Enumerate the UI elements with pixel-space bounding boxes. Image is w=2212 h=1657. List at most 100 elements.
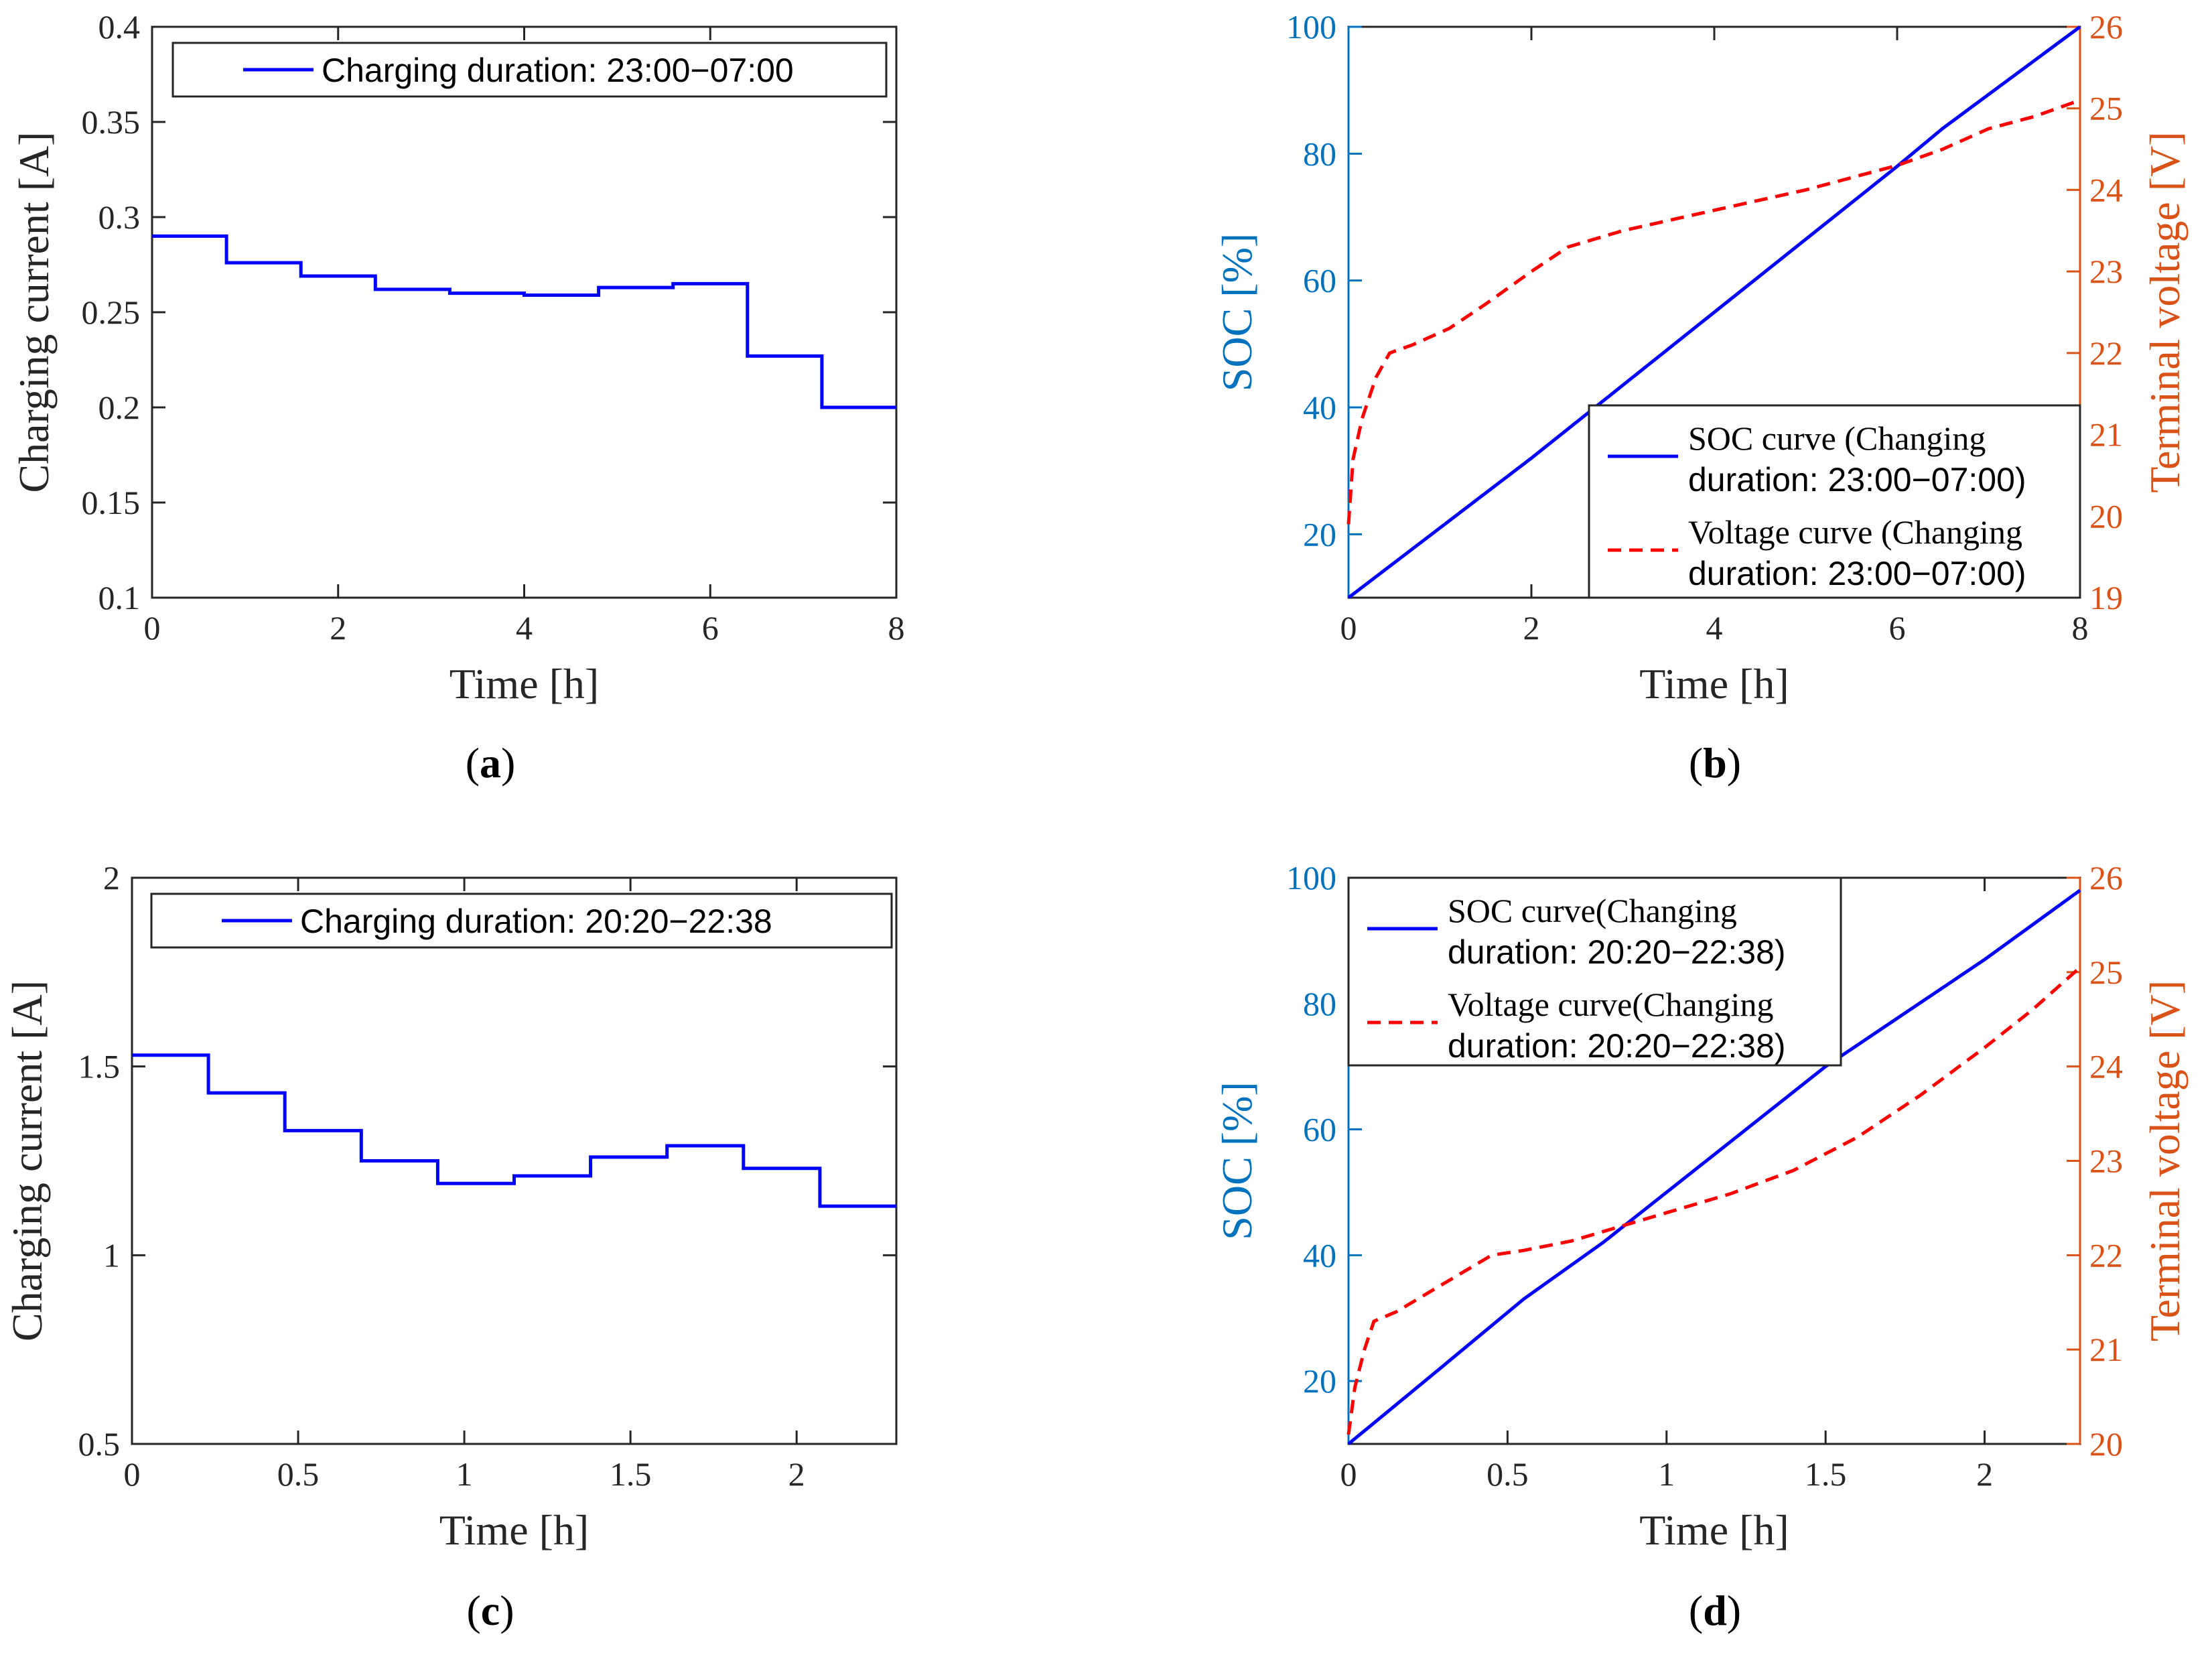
plot-d-y-left-tick-label: 60 (1303, 1111, 1336, 1148)
plot-a-y-axis-label: Charging current [A] (10, 131, 58, 492)
caption-close-paren: ) (501, 739, 515, 787)
plot-a-caption: (a) (466, 739, 516, 787)
caption-letter: a (480, 739, 501, 787)
caption-letter: c (481, 1587, 500, 1634)
plot-c-x-tick-label: 0 (124, 1455, 141, 1493)
plot-b-legend-box (1588, 404, 2081, 599)
plot-b-x-tick-label: 0 (1340, 609, 1357, 647)
caption-close-paren: ) (500, 1587, 514, 1634)
plot-a-y-tick-label: 0.15 (82, 484, 141, 521)
plot-c-y-tick-label: 1 (103, 1236, 120, 1274)
plot-d-y-left-tick-label: 100 (1286, 859, 1336, 897)
plot-b-y-right-tick-label: 24 (2089, 171, 2123, 208)
plot-a-x-tick-label: 6 (702, 609, 719, 647)
plot-d-y-right-tick-label: 23 (2089, 1142, 2123, 1180)
plot-c-legend-box (150, 892, 893, 949)
plot-c-y-tick-label: 2 (103, 859, 120, 897)
plot-a: 0 2 4 6 8 Time [h] 0.1 0.15 0.2 0.25 0.3 0.35 0.4 Cha… (10, 8, 905, 787)
plot-c-x-tick-label: 1.5 (610, 1455, 652, 1493)
plot-d-x-tick-label: 1 (1658, 1455, 1675, 1493)
plot-b-y-right-tick-label: 25 (2089, 90, 2123, 127)
plot-d-x-axis-label: Time [h] (1639, 1506, 1789, 1554)
plot-b-y-right-tick-label: 23 (2089, 253, 2123, 290)
plot-b-y-left-tick-label: 20 (1303, 515, 1336, 553)
plot-b-y-right-label: Terminal voltage [V] (2141, 131, 2189, 492)
plot-a-x-axis-label: Time [h] (450, 660, 599, 708)
plot-d-y-right-tick-label: 24 (2089, 1048, 2123, 1085)
plot-c-x-axis-label: Time [h] (439, 1506, 589, 1554)
caption-open-paren: ( (466, 1587, 480, 1634)
plot-b-y-right-tick-label: 20 (2089, 497, 2123, 535)
plot-b-y-right-tick-label: 21 (2089, 416, 2123, 454)
caption-open-paren: ( (466, 739, 480, 787)
plot-c-axes-box (131, 876, 898, 1445)
plot-b-legend-line2-1: duration: 23:00−07:00) (1688, 555, 2026, 592)
plot-d: 0 0.5 1 1.5 2 Time [h] 20 40 60 80 100 20 21 22 23 24 25… (1213, 859, 2189, 1634)
plot-a-series-line (152, 234, 896, 409)
plot-b-caption: (b) (1689, 739, 1741, 787)
plot-c-y-tick-label: 1.5 (78, 1048, 121, 1085)
plot-b-x-tick-label: 8 (2072, 609, 2089, 647)
plot-a-x-tick-label: 8 (888, 609, 905, 647)
plot-a-y-tick-label: 0.3 (98, 198, 141, 236)
plot-d-y-right-tick-label: 21 (2089, 1331, 2123, 1368)
plot-b-y-left-tick-label: 60 (1303, 262, 1336, 300)
plot-b-x-tick-label: 2 (1523, 609, 1540, 647)
caption-letter: b (1703, 739, 1727, 787)
plot-d-legend-line1-0: SOC curve(Changing (1448, 892, 1737, 929)
plot-a-axes-box (151, 25, 898, 599)
plot-d-caption: (d) (1689, 1587, 1741, 1634)
plot-a-y-tick-label: 0.25 (82, 293, 141, 331)
plot-d-legend-box (1347, 876, 1842, 1067)
plot-c-x-tick-label: 1 (456, 1455, 473, 1493)
plot-b-y-right-tick-label: 26 (2089, 8, 2123, 46)
plot-a-x-tick-label: 2 (330, 609, 346, 647)
plot-b-legend-line2-0: duration: 23:00−07:00) (1688, 461, 2026, 499)
plot-c-x-tick-label: 2 (788, 1455, 805, 1493)
plot-b-x-axis-label: Time [h] (1639, 660, 1789, 708)
plot-a-x-tick-label: 4 (516, 609, 533, 647)
plot-b-x-tick-label: 6 (1889, 609, 1906, 647)
plot-d-x-tick-label: 0 (1340, 1455, 1357, 1493)
plot-d-y-right-label: Terminal voltage [V] (2141, 980, 2189, 1341)
plot-c-y-tick-label: 0.5 (78, 1425, 121, 1463)
plot-b-y-left-label: SOC [%] (1213, 233, 1261, 391)
plot-d-y-left-tick-label: 20 (1303, 1362, 1336, 1400)
plot-b-y-right-tick-label: 19 (2089, 579, 2123, 616)
plot-c-x-tick-label: 0.5 (277, 1455, 320, 1493)
plot-d-y-left-tick-label: 80 (1303, 985, 1336, 1022)
plot-b-y-right-tick-label: 22 (2089, 334, 2123, 372)
plot-b-legend-line1-1: Voltage curve (Changing (1688, 513, 2022, 551)
plot-d-y-left-tick-label: 40 (1303, 1236, 1336, 1274)
plot-b-soc-line (1347, 25, 2081, 599)
plot-d-legend-line1-1: Voltage curve(Changing (1448, 986, 1773, 1023)
plot-d-x-tick-label: 2 (1976, 1455, 1993, 1493)
plot-d-legend-line2-0: duration: 20:20−22:38) (1448, 933, 1786, 971)
plot-c-series-line (132, 1053, 896, 1208)
plot-b-x-tick-label: 4 (1706, 609, 1723, 647)
plot-a-y-tick-label: 0.2 (98, 389, 141, 426)
plot-d-y-right-tick-label: 22 (2089, 1236, 2123, 1274)
plot-d-y-right-tick-label: 26 (2089, 859, 2123, 897)
caption-close-paren: ) (1727, 739, 1741, 787)
caption-letter: d (1703, 1587, 1727, 1634)
plot-a-y-tick-label: 0.4 (98, 8, 141, 46)
plot-b-y-left-tick-label: 80 (1303, 135, 1336, 172)
caption-open-paren: ( (1689, 739, 1703, 787)
plot-a-y-tick-label: 0.1 (98, 579, 141, 616)
plot-b-voltage-line (1346, 98, 2081, 525)
plot-c-legend-label: Charging duration: 20:20−22:38 (300, 903, 772, 940)
plot-d-x-tick-label: 1.5 (1805, 1455, 1847, 1493)
plot-d-y-left-label: SOC [%] (1213, 1081, 1261, 1240)
caption-close-paren: ) (1727, 1587, 1741, 1634)
plot-d-y-right-tick-label: 25 (2089, 953, 2123, 991)
plot-b-y-left-tick-label: 40 (1303, 389, 1336, 426)
plot-a-y-tick-label: 0.35 (82, 103, 141, 141)
plot-d-legend-line2-1: duration: 20:20−22:38) (1448, 1027, 1786, 1065)
plot-d-voltage-line (1346, 966, 2081, 1435)
caption-open-paren: ( (1689, 1587, 1703, 1634)
plot-d-x-tick-label: 0.5 (1487, 1455, 1529, 1493)
plot-d-soc-line (1347, 888, 2081, 1445)
